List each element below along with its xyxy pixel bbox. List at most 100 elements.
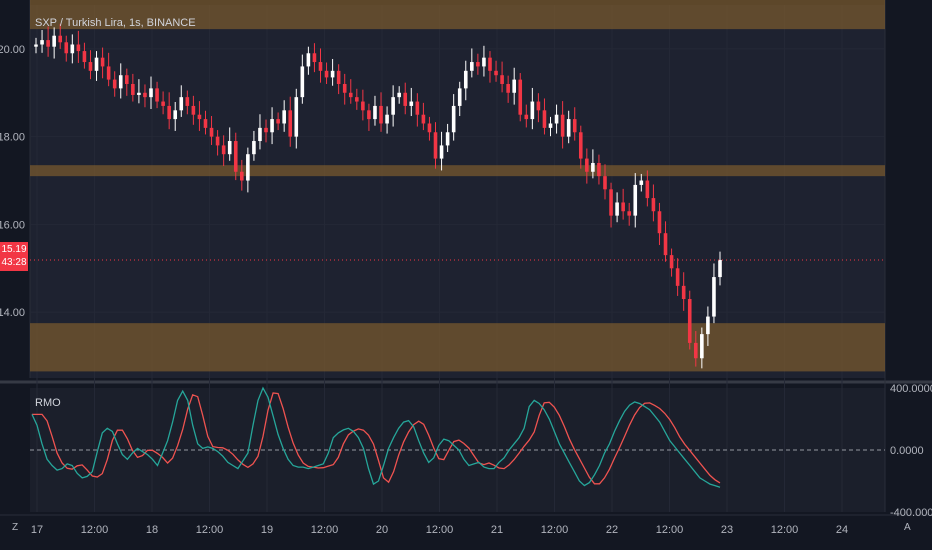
candle-body [391, 97, 395, 115]
candle-body [258, 127, 262, 142]
candle-body [512, 79, 516, 93]
candle-body [221, 145, 226, 155]
time-axis-label: 12:00 [656, 524, 684, 536]
candle-body [100, 57, 105, 67]
candle-body [427, 123, 432, 133]
candle-body [312, 53, 317, 63]
timezone-toggle-icon[interactable]: Z [12, 522, 19, 533]
time-axis-label: 17 [31, 524, 43, 536]
candle-body [367, 110, 371, 120]
candle-body [554, 114, 559, 124]
candle-body [118, 75, 123, 89]
price-pane [30, 5, 885, 378]
candle-body [421, 114, 426, 124]
candle-body [246, 154, 250, 181]
candle-body [645, 180, 650, 199]
candle-body [155, 88, 159, 102]
candle-body [379, 105, 383, 124]
candle-body [300, 66, 305, 98]
time-axis-label: 12:00 [81, 524, 109, 536]
candle-body [603, 176, 607, 190]
candle-body [82, 51, 87, 63]
candle-body [651, 198, 656, 212]
candle-body [203, 119, 208, 128]
candle-body [40, 40, 44, 45]
candle-body [663, 233, 668, 256]
time-axis-label: 18 [146, 524, 158, 536]
last-price-tag: 15.19 43:28 [0, 242, 28, 271]
rmo-fast-line [31, 386, 721, 488]
candle-body [548, 123, 553, 128]
candle-body [227, 141, 232, 155]
candle-body [566, 119, 571, 137]
candle-body [518, 79, 523, 115]
time-axis-label: 12:00 [311, 524, 339, 536]
candle-body [609, 189, 613, 216]
candle-body [355, 97, 359, 102]
last-price-value: 15.19 [1, 244, 27, 255]
indicator-axis-label: 0.0000 [890, 445, 924, 457]
candle-body [252, 141, 256, 155]
candle-body [385, 114, 389, 124]
candle-body [409, 101, 414, 106]
candle-body [233, 141, 238, 172]
candle-body [112, 79, 117, 89]
indicator-axis-label: 400.0000 [890, 383, 932, 395]
candle-body [476, 62, 480, 67]
time-axis-label: 21 [491, 524, 503, 536]
time-axis-label: 22 [606, 524, 618, 536]
time-axis-label: 12:00 [541, 524, 569, 536]
candle-body [288, 110, 293, 137]
candle-body [52, 35, 56, 47]
candle-body [306, 53, 311, 67]
candle-body [633, 184, 638, 216]
candle-body [687, 299, 692, 343]
candle-body [324, 70, 329, 78]
time-axis-label: 23 [721, 524, 733, 536]
candle-body [106, 66, 111, 80]
candle-body [572, 119, 577, 133]
candle-body [46, 40, 50, 47]
candle-body [264, 127, 268, 133]
candle-body [373, 105, 377, 120]
candle-body [615, 202, 619, 216]
candle-body [342, 83, 347, 93]
candle-body [415, 101, 420, 115]
candle-body [76, 44, 81, 52]
candle-body [240, 171, 244, 181]
candle-body [167, 105, 171, 120]
candle-body [578, 132, 583, 159]
candle-body [94, 57, 99, 71]
indicator-title[interactable]: RMO [35, 397, 61, 409]
candle-body [397, 92, 401, 98]
candle-body [500, 75, 504, 84]
candle-body [536, 101, 541, 111]
candle-body [700, 334, 704, 359]
candle-body [706, 316, 710, 335]
candle-body [131, 83, 135, 95]
candle-body [627, 211, 632, 216]
candle-body [149, 88, 153, 98]
candle-body [282, 110, 286, 124]
candle-body [336, 70, 341, 84]
candle-body [348, 92, 353, 98]
candle-body [124, 75, 129, 84]
candle-body [403, 92, 408, 106]
candle-body [197, 114, 202, 120]
symbol-title[interactable]: SXP / Turkish Lira, 1s, BINANCE [35, 17, 196, 29]
support-resistance-zone [30, 0, 885, 30]
candle-body [330, 70, 335, 78]
price-axis-label: 18.00 [0, 132, 25, 144]
candle-body [161, 101, 165, 106]
candle-body [276, 119, 280, 124]
auto-scale-toggle-icon[interactable]: A [904, 522, 911, 533]
price-axis-label: 16.00 [0, 219, 25, 231]
candle-body [58, 35, 63, 43]
candle-body [215, 136, 220, 146]
price-axis-label: 14.00 [0, 307, 25, 319]
time-axis-label: 12:00 [196, 524, 224, 536]
candle-body [639, 180, 644, 185]
candle-body [445, 132, 450, 146]
price-axis-label: 20.00 [0, 44, 25, 56]
